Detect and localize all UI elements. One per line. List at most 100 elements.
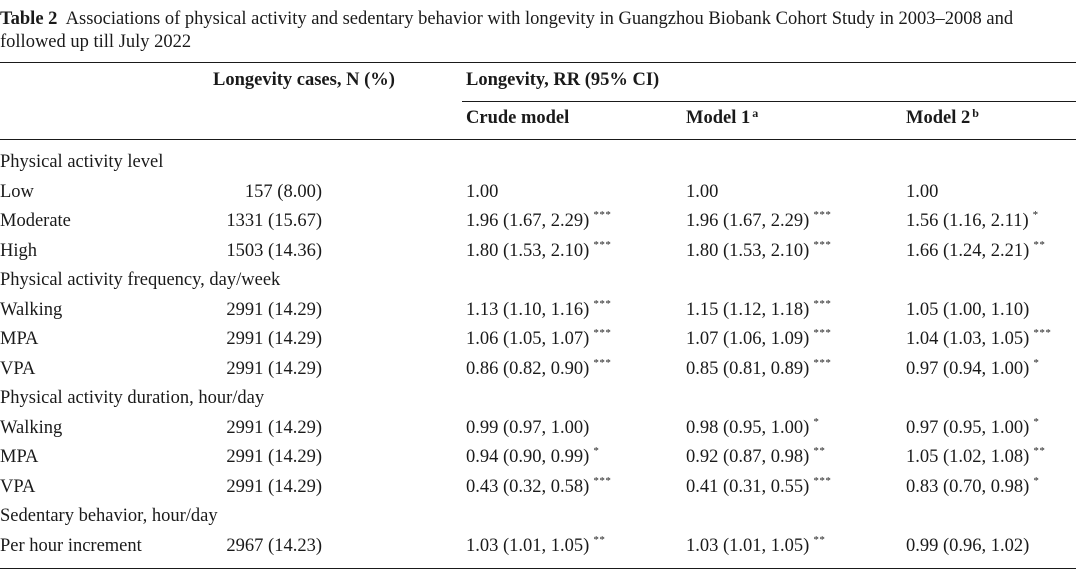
row-label: VPA <box>0 476 36 497</box>
rr-value: 1.96 (1.67, 2.29) <box>686 211 810 231</box>
model-2-cell <box>906 384 910 415</box>
rr-value: 1.04 (1.03, 1.05) <box>906 329 1030 349</box>
footnote-marker-b: b <box>972 106 979 120</box>
rr-value: 0.92 (0.87, 0.98) <box>686 447 810 467</box>
model-2-cell: 0.83 (0.70, 0.98) * <box>906 473 1039 504</box>
table-label: Table 2 <box>0 9 58 29</box>
rr-value: 0.86 (0.82, 0.90) <box>466 358 590 379</box>
rr-value: 0.97 (0.95, 1.00) <box>906 417 1030 438</box>
rr-value: 1.05 (1.00, 1.10) <box>906 299 1030 320</box>
model-1-cell: 1.96 (1.67, 2.29) *** <box>686 207 831 238</box>
table-row: Low 157 (8.00) 1.00 1.00 1.00 <box>0 178 1076 207</box>
rr-value: 0.41 (0.31, 0.55) <box>686 476 810 497</box>
row-label: Physical activity frequency, day/week <box>0 270 281 290</box>
longevity-cases-cell: 2991 (14.29) <box>226 299 322 320</box>
table-row: Walking 2991 (14.29) 0.99 (0.97, 1.00) 0.98… <box>0 414 1076 443</box>
top-rule <box>0 62 1076 63</box>
row-label: Walking <box>0 417 63 438</box>
longevity-cases-cell: 2991 (14.29) <box>226 476 322 497</box>
model-2-cell <box>906 502 910 533</box>
rr-value: 0.83 (0.70, 0.98) <box>906 476 1030 497</box>
rr-value: 1.56 (1.16, 2.11) <box>906 211 1029 231</box>
significance-marker: *** <box>813 209 832 221</box>
significance-marker: * <box>593 445 600 457</box>
longevity-cases-cell: 1331 (15.67) <box>226 211 322 231</box>
significance-marker: *** <box>593 327 612 339</box>
rr-value: 0.98 (0.95, 1.00) <box>686 417 810 438</box>
header-crude-model: Crude model <box>466 107 569 129</box>
rr-value: 1.07 (1.06, 1.09) <box>686 329 810 349</box>
crude-model-cell: 1.06 (1.05, 1.07) *** <box>466 325 611 356</box>
rr-value: 1.96 (1.67, 2.29) <box>466 211 590 231</box>
crude-model-cell: 0.86 (0.82, 0.90) *** <box>466 355 611 386</box>
crude-model-cell <box>466 384 470 415</box>
row-label: Physical activity duration, hour/day <box>0 388 265 408</box>
row-label: MPA <box>0 447 39 467</box>
row-label: Physical activity level <box>0 152 164 172</box>
rr-value: 0.43 (0.32, 0.58) <box>466 476 590 497</box>
rr-value: 1.06 (1.05, 1.07) <box>466 329 590 349</box>
model-1-cell: 1.80 (1.53, 2.10) *** <box>686 237 831 268</box>
rr-value: 1.80 (1.53, 2.10) <box>686 240 810 261</box>
model-1-cell <box>686 502 690 533</box>
model-2-cell: 1.04 (1.03, 1.05) *** <box>906 325 1051 356</box>
rr-value: 0.97 (0.94, 1.00) <box>906 358 1030 379</box>
rr-value: 0.99 (0.97, 1.00) <box>466 417 590 438</box>
crude-model-cell: 1.96 (1.67, 2.29) *** <box>466 207 611 238</box>
crude-model-cell: 1.00 <box>466 178 502 209</box>
rr-value: 1.80 (1.53, 2.10) <box>466 240 590 261</box>
rr-value: 1.00 <box>466 181 499 202</box>
bottom-rule <box>0 568 1076 569</box>
row-label: VPA <box>0 358 36 379</box>
significance-marker: *** <box>593 474 612 487</box>
model-1-cell: 1.00 <box>686 178 722 209</box>
model-2-cell <box>906 148 910 179</box>
header-rr: Longevity, RR (95% CI) <box>466 70 660 90</box>
significance-marker: * <box>1032 209 1039 221</box>
significance-marker: *** <box>1033 327 1052 339</box>
table-row: VPA 2991 (14.29) 0.43 (0.32, 0.58) *** 0.41 … <box>0 473 1076 502</box>
table-row: Walking 2991 (14.29) 1.13 (1.10, 1.16) *** 1… <box>0 296 1076 325</box>
longevity-cases-cell: 1503 (14.36) <box>226 240 322 261</box>
model-2-cell: 0.99 (0.96, 1.02) <box>906 532 1033 563</box>
table-row: Physical activity frequency, day/week <box>0 266 1076 295</box>
row-label: Low <box>0 181 34 202</box>
model-1-cell: 0.85 (0.81, 0.89) *** <box>686 355 831 386</box>
model-1-cell <box>686 266 690 297</box>
longevity-cases-cell: 2991 (14.29) <box>226 329 322 349</box>
significance-marker: *** <box>813 327 832 339</box>
rr-value: 0.85 (0.81, 0.89) <box>686 358 810 379</box>
significance-marker: ** <box>1033 238 1046 251</box>
rr-value: 1.05 (1.02, 1.08) <box>906 447 1030 467</box>
table-row: Physical activity level <box>0 148 1076 177</box>
table-row: MPA 2991 (14.29) 0.94 (0.90, 0.99) * 0.92 (0… <box>0 443 1076 472</box>
crude-model-cell <box>466 502 470 533</box>
significance-marker: *** <box>593 238 612 251</box>
longevity-cases-cell: 2991 (14.29) <box>226 417 322 438</box>
header-model-1-label: Model 1 <box>686 108 751 128</box>
header-model-2-label: Model 2 <box>906 108 971 128</box>
model-1-cell <box>686 148 690 179</box>
rr-value: 1.15 (1.12, 1.18) <box>686 299 810 320</box>
longevity-cases-cell: 2967 (14.23) <box>226 535 322 556</box>
significance-marker: * <box>1033 356 1040 369</box>
significance-marker: *** <box>813 356 832 369</box>
significance-marker: *** <box>813 238 832 251</box>
rr-value: 1.13 (1.10, 1.16) <box>466 299 590 320</box>
model-1-cell: 0.92 (0.87, 0.98) ** <box>686 443 825 474</box>
longevity-cases-cell: 157 (8.00) <box>244 181 322 202</box>
rr-value: 0.99 (0.96, 1.02) <box>906 535 1030 556</box>
row-label: Sedentary behavior, hour/day <box>0 506 218 526</box>
crude-model-cell: 0.43 (0.32, 0.58) *** <box>466 473 611 504</box>
significance-marker: * <box>1033 474 1040 487</box>
model-2-cell: 1.56 (1.16, 2.11) * <box>906 207 1039 238</box>
model-1-cell: 0.98 (0.95, 1.00) * <box>686 414 819 445</box>
crude-model-cell: 1.03 (1.01, 1.05) ** <box>466 532 605 563</box>
crude-model-cell: 0.99 (0.97, 1.00) <box>466 414 593 445</box>
header-bottom-rule <box>0 139 1076 140</box>
model-1-cell: 1.15 (1.12, 1.18) *** <box>686 296 831 327</box>
rr-value: 0.94 (0.90, 0.99) <box>466 447 590 467</box>
significance-marker: * <box>1033 415 1040 428</box>
model-2-cell: 1.00 <box>906 178 942 209</box>
model-2-cell: 0.97 (0.94, 1.00) * <box>906 355 1039 386</box>
